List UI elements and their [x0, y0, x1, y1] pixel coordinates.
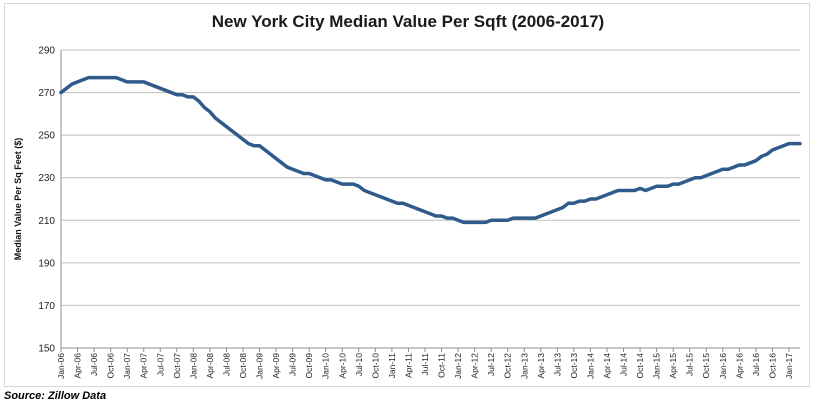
tick-labels: 150 170 190 210 230 250 270 290 Jan-06 Apr-06 Jul-…	[38, 46, 794, 380]
x-tick-label: Jan-10	[321, 353, 331, 379]
chart-frame	[4, 3, 810, 387]
x-tick-label: Jan-07	[122, 353, 132, 379]
x-tick-label: Jul-15	[685, 353, 695, 376]
x-tick-label: Oct-06	[106, 353, 116, 379]
x-tick-label: Apr-06	[73, 353, 83, 379]
x-tick-label: Jul-11	[420, 353, 430, 376]
x-tick-label: Jan-13	[519, 353, 529, 379]
x-tick-label: Jan-16	[718, 353, 728, 379]
x-tick-label: Jul-13	[552, 353, 562, 376]
x-tick-label: Jan-15	[652, 353, 662, 379]
y-tick-label: 230	[38, 173, 55, 184]
x-tick-label: Apr-16	[734, 353, 744, 379]
x-tick-label: Jan-12	[453, 353, 463, 379]
x-tick-label: Jul-09	[288, 353, 298, 376]
x-tick-label: Oct-13	[569, 353, 579, 379]
axes	[60, 50, 800, 352]
x-tick-label: Apr-09	[271, 353, 281, 379]
series-layer	[59, 75, 802, 225]
source-note: Source: Zillow Data	[4, 390, 107, 402]
x-tick-label: Apr-11	[403, 353, 413, 378]
x-tick-label: Oct-08	[238, 353, 248, 379]
x-tick-label: Apr-14	[602, 353, 612, 379]
x-tick-label: Jul-14	[619, 353, 629, 376]
x-tick-label: Apr-13	[536, 353, 546, 379]
x-tick-label: Oct-11	[437, 353, 447, 378]
x-tick-label: Jan-11	[387, 353, 397, 379]
x-tick-label: Jul-06	[89, 353, 99, 376]
x-tick-label: Jul-16	[751, 353, 761, 376]
x-tick-label: Apr-15	[668, 353, 678, 379]
chart-title: New York City Median Value Per Sqft (200…	[211, 12, 605, 31]
x-tick-label: Jan-06	[56, 353, 66, 379]
y-tick-label: 250	[38, 131, 55, 142]
x-tick-label: Apr-12	[470, 353, 480, 379]
x-tick-label: Jul-10	[354, 353, 364, 376]
y-axis-label: Median Value Per Sq Feet ($)	[13, 138, 23, 261]
y-tick-label: 150	[38, 344, 55, 355]
x-tick-label: Jan-17	[784, 353, 794, 379]
y-tick-label: 290	[38, 46, 55, 57]
series-line	[59, 75, 802, 225]
x-tick-label: Apr-08	[205, 353, 215, 379]
x-tick-label: Jan-14	[585, 353, 595, 379]
x-tick-label: Oct-10	[370, 353, 380, 379]
x-tick-label: Jul-12	[486, 353, 496, 376]
x-tick-label: Oct-07	[172, 353, 182, 379]
y-tick-label: 190	[38, 258, 55, 269]
x-tick-label: Oct-14	[635, 353, 645, 379]
x-tick-label: Oct-15	[701, 353, 711, 379]
x-tick-label: Jul-07	[155, 353, 165, 376]
x-tick-label: Apr-10	[337, 353, 347, 379]
x-tick-label: Oct-09	[304, 353, 314, 379]
y-tick-label: 210	[38, 216, 55, 227]
x-tick-label: Oct-16	[767, 353, 777, 379]
x-tick-label: Apr-07	[139, 353, 149, 379]
x-tick-label: Jan-08	[188, 353, 198, 379]
gridlines	[61, 49, 800, 306]
y-tick-label: 270	[38, 88, 55, 99]
x-tick-label: Jan-09	[255, 353, 265, 379]
x-tick-label: Oct-12	[503, 353, 513, 379]
x-tick-label: Jul-08	[221, 353, 231, 376]
y-tick-label: 170	[38, 301, 55, 312]
